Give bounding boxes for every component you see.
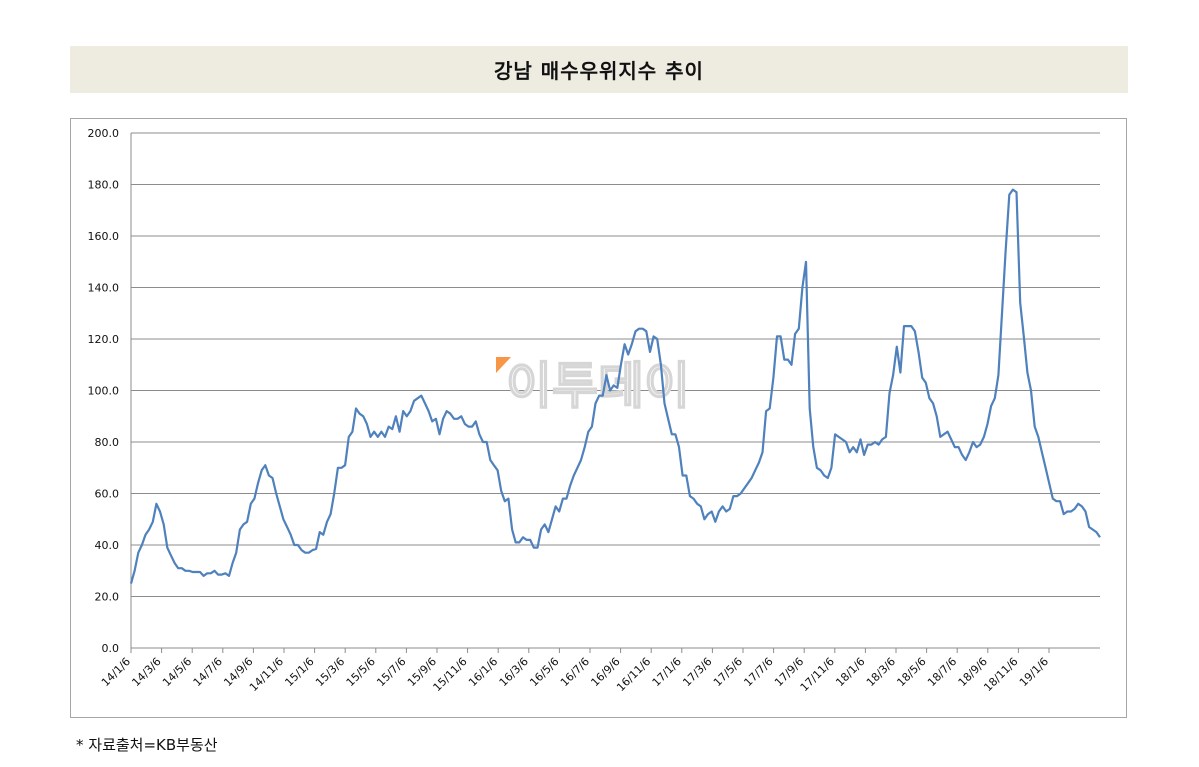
x-tick-label: 14/5/6 (160, 655, 194, 689)
y-tick-label: 120.0 (88, 333, 120, 346)
x-tick-label: 15/11/6 (431, 655, 470, 694)
chart-frame (70, 118, 1127, 718)
chart-title-bar: 강남 매수우위지수 추이 (70, 46, 1128, 93)
x-tick-label: 18/3/6 (864, 655, 898, 689)
gridlines (130, 132, 1100, 649)
y-tick-label: 0.0 (102, 642, 120, 655)
x-tick-label: 17/7/6 (741, 655, 775, 689)
y-tick-label: 40.0 (95, 539, 120, 552)
watermark: 이투데이 (496, 356, 691, 416)
x-axis-ticks: 14/1/614/3/614/5/614/7/614/9/614/11/615/… (99, 648, 1051, 694)
x-tick-label: 16/5/6 (527, 655, 561, 689)
x-tick-label: 18/7/6 (925, 655, 959, 689)
series-layer (129, 188, 1101, 584)
watermark-accent-icon (496, 357, 511, 373)
x-tick-label: 15/5/6 (344, 655, 378, 689)
y-tick-label: 60.0 (95, 488, 120, 501)
y-tick-label: 80.0 (95, 436, 120, 449)
x-tick-label: 15/7/6 (374, 655, 408, 689)
y-tick-label: 180.0 (88, 179, 120, 192)
source-note: * 자료출처=KB부동산 (76, 736, 218, 754)
x-tick-label: 19/1/6 (1017, 655, 1051, 689)
x-tick-label: 16/7/6 (558, 655, 592, 689)
x-tick-label: 18/11/6 (981, 655, 1020, 694)
x-tick-label: 14/3/6 (129, 655, 163, 689)
series-line (129, 188, 1101, 584)
x-tick-label: 18/5/6 (894, 655, 928, 689)
x-tick-label: 17/3/6 (680, 655, 714, 689)
y-tick-label: 100.0 (88, 385, 120, 398)
y-tick-label: 200.0 (88, 127, 120, 140)
x-tick-label: 16/1/6 (466, 655, 500, 689)
x-tick-label: 18/1/6 (833, 655, 867, 689)
x-tick-label: 17/5/6 (711, 655, 745, 689)
y-tick-label: 20.0 (95, 591, 120, 604)
x-tick-label: 15/3/6 (313, 655, 347, 689)
x-tick-label: 14/1/6 (99, 655, 133, 689)
y-tick-label: 140.0 (88, 282, 120, 295)
y-tick-label: 160.0 (88, 230, 120, 243)
y-axis-ticks: 0.0 20.0 40.0 60.0 80.0 100.0 120.0 140.0 160.0 1… (88, 127, 120, 655)
watermark-text: 이투데이 (506, 357, 690, 415)
x-tick-label: 17/1/6 (650, 655, 684, 689)
x-tick-label: 14/11/6 (247, 655, 286, 694)
x-tick-label: 16/3/6 (497, 655, 531, 689)
chart-title: 강남 매수우위지수 추이 (494, 59, 704, 83)
x-tick-label: 16/11/6 (614, 655, 653, 694)
x-tick-label: 17/11/6 (798, 655, 837, 694)
x-tick-label: 14/7/6 (191, 655, 225, 689)
x-tick-label: 15/1/6 (282, 655, 316, 689)
